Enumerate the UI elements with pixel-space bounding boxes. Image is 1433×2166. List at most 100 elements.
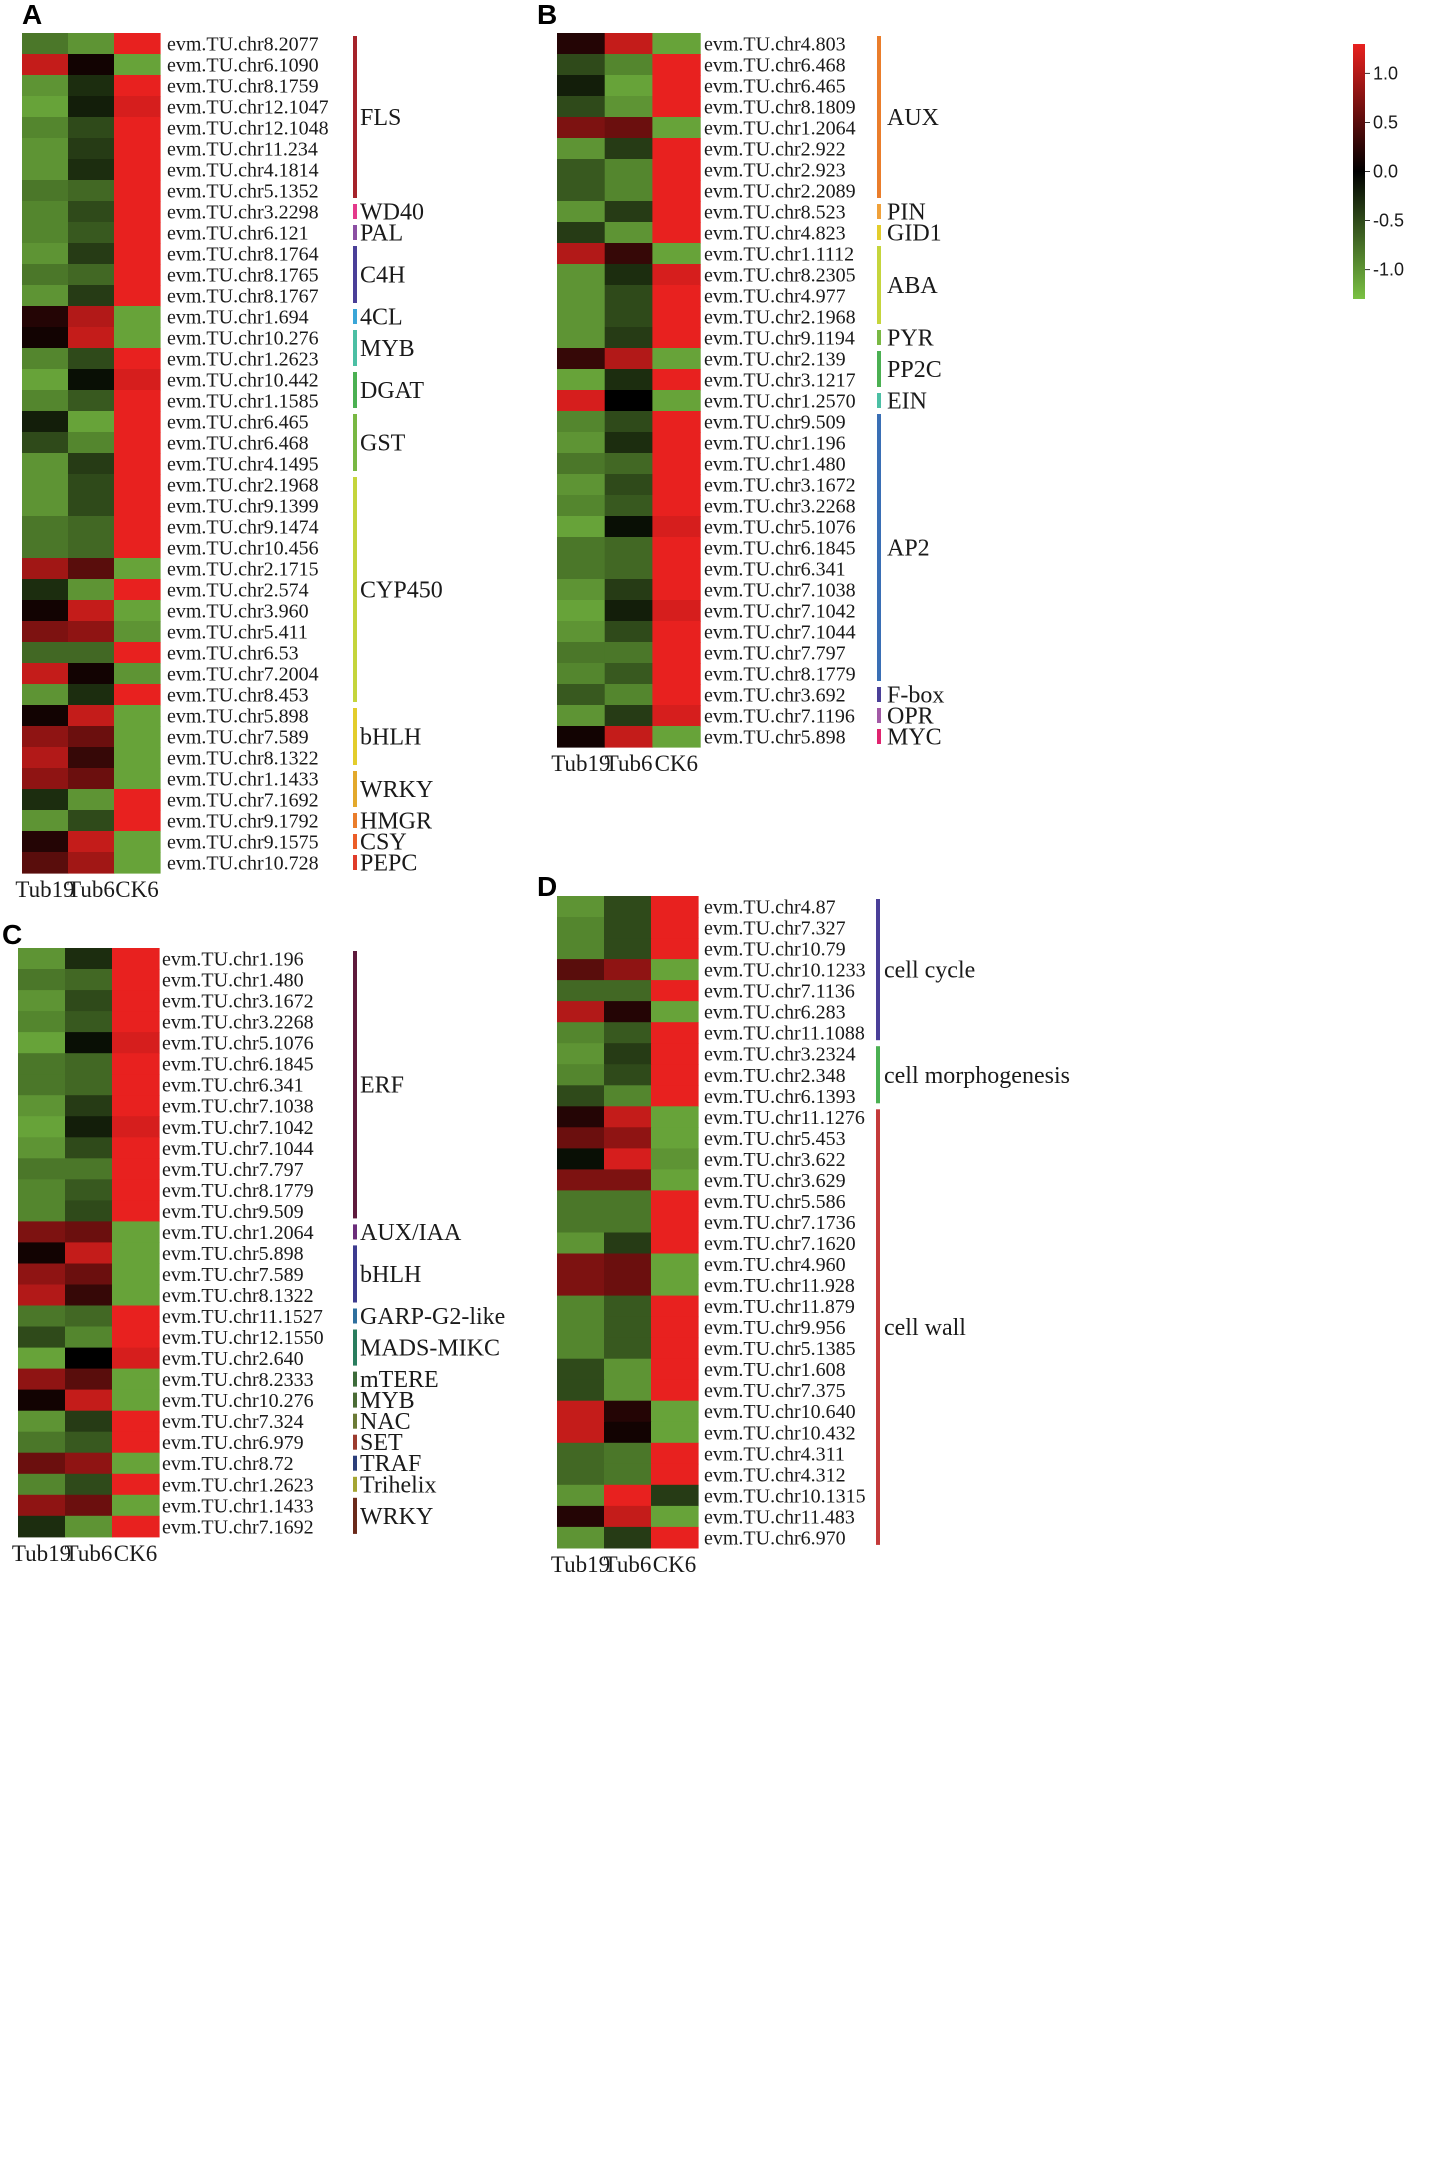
gene-label: evm.TU.chr5.1076: [704, 517, 856, 539]
gene-label: evm.TU.chr10.640: [704, 1401, 856, 1423]
heatmap-cell: [604, 1064, 652, 1086]
heatmap-cell: [65, 1137, 113, 1159]
heatmap-cell: [114, 705, 161, 727]
gene-label: evm.TU.chr2.2089: [704, 181, 856, 203]
heatmap-cell: [18, 1368, 66, 1391]
heatmap-cell: [604, 642, 653, 664]
heatmap-cell: [114, 684, 161, 706]
heatmap-cell: [604, 96, 653, 118]
heatmap-cell: [557, 1190, 605, 1212]
gene-label: evm.TU.chr10.79: [704, 939, 846, 961]
heatmap-cell: [65, 1389, 113, 1412]
heatmap-cell: [18, 1200, 66, 1222]
group-bar: [353, 1308, 357, 1324]
gene-label: evm.TU.chr5.1385: [704, 1338, 856, 1360]
heatmap-cell: [604, 138, 653, 160]
heatmap-cell: [557, 411, 606, 433]
gene-label: evm.TU.chr11.483: [704, 1506, 855, 1528]
group-label: HMGR: [360, 809, 432, 835]
heatmap-cell: [557, 726, 606, 748]
group-label: PP2C: [887, 357, 942, 383]
heatmap-cell: [652, 621, 701, 643]
heatmap-cell: [112, 1389, 160, 1412]
heatmap-cell: [604, 1211, 652, 1234]
heatmap-cell: [22, 222, 69, 244]
heatmap-cell: [22, 33, 69, 55]
gene-label: evm.TU.chr7.589: [162, 1264, 304, 1286]
heatmap-panel-b: Bevm.TU.chr4.803evm.TU.chr6.468evm.TU.ch…: [537, 0, 944, 776]
gene-label: evm.TU.chr1.196: [162, 949, 304, 971]
gene-label: evm.TU.chr3.629: [704, 1170, 846, 1192]
heatmap-cell: [651, 1253, 699, 1276]
heatmap-cell: [22, 726, 69, 748]
heatmap-panel-c: Cevm.TU.chr1.196evm.TU.chr1.480evm.TU.ch…: [2, 919, 505, 1566]
heatmap-cell: [114, 474, 161, 496]
gene-label: evm.TU.chr9.1474: [167, 517, 319, 539]
heatmap-cell: [604, 537, 653, 559]
heatmap-cell: [65, 948, 113, 970]
heatmap-cell: [68, 768, 115, 790]
gene-label: evm.TU.chr7.1038: [704, 580, 856, 602]
gene-label: evm.TU.chr3.692: [704, 685, 846, 707]
column-label: Tub19: [12, 1541, 71, 1566]
heatmap-cell: [22, 663, 69, 685]
group-bar: [877, 246, 881, 324]
column-label: CK6: [655, 751, 698, 776]
heatmap-cell: [652, 411, 701, 433]
heatmap-cell: [557, 432, 606, 454]
heatmap-cell: [22, 789, 69, 811]
heatmap-cell: [604, 432, 653, 454]
heatmap-cell: [112, 1347, 160, 1370]
heatmap-cell: [68, 831, 115, 853]
heatmap-cell: [22, 96, 69, 118]
group-bar: [353, 813, 357, 828]
gene-label: evm.TU.chr2.640: [162, 1348, 304, 1370]
gene-label: evm.TU.chr1.1433: [167, 769, 319, 791]
heatmap-cell: [651, 1442, 699, 1465]
gene-label: evm.TU.chr7.324: [162, 1411, 304, 1433]
group-label: PAL: [360, 221, 403, 247]
group-label: NAC: [360, 1409, 411, 1435]
heatmap-cell: [557, 453, 606, 475]
heatmap-cell: [114, 159, 161, 181]
gene-label: evm.TU.chr11.1276: [704, 1107, 865, 1129]
heatmap-cell: [557, 222, 606, 244]
gene-label: evm.TU.chr8.2077: [167, 34, 319, 56]
heatmap-cell: [604, 1127, 652, 1149]
gene-label: evm.TU.chr6.979: [162, 1432, 304, 1454]
heatmap-cell: [65, 1158, 113, 1180]
gene-label: evm.TU.chr8.1809: [704, 97, 856, 119]
heatmap-cell: [22, 600, 69, 622]
column-label: Tub6: [604, 1552, 652, 1577]
gene-label: evm.TU.chr9.1792: [167, 811, 319, 833]
heatmap-cell: [651, 1295, 699, 1318]
heatmap-cell: [604, 33, 653, 55]
heatmap-cell: [18, 990, 66, 1012]
heatmap-cell: [604, 726, 653, 748]
heatmap-cell: [652, 159, 701, 181]
heatmap-cell: [651, 1232, 699, 1255]
gene-label: evm.TU.chr5.1076: [162, 1033, 314, 1055]
gene-label: evm.TU.chr8.1767: [167, 286, 319, 308]
heatmap-cell: [604, 1379, 652, 1402]
gene-label: evm.TU.chr5.453: [704, 1128, 846, 1150]
heatmap-cell: [68, 684, 115, 706]
heatmap-cell: [112, 1116, 160, 1138]
heatmap-cell: [557, 1484, 605, 1507]
heatmap-cell: [65, 1242, 113, 1264]
group-bar: [877, 687, 881, 702]
group-label: EIN: [887, 389, 927, 415]
heatmap-cell: [22, 831, 69, 853]
heatmap-cell: [652, 33, 701, 55]
panel-label: C: [2, 919, 22, 950]
heatmap-cell: [652, 726, 701, 748]
heatmap-cell: [22, 747, 69, 769]
heatmap-cell: [557, 1106, 605, 1128]
heatmap-cell: [604, 1295, 652, 1318]
heatmap-cell: [652, 579, 701, 601]
group-label: OPR: [887, 704, 934, 730]
group-label: AP2: [887, 536, 930, 562]
heatmap-cell: [114, 96, 161, 118]
heatmap-cell: [652, 180, 701, 202]
gene-label: evm.TU.chr5.898: [704, 727, 846, 749]
